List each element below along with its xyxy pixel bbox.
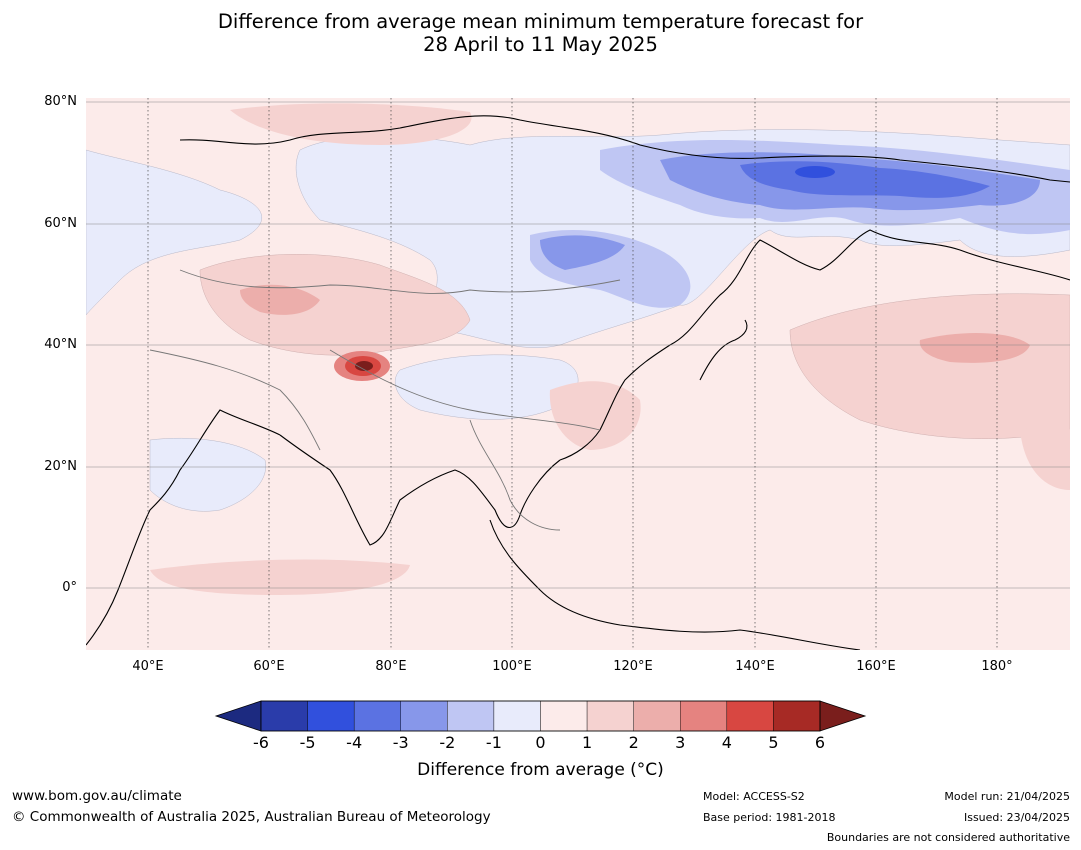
footer-issued: Issued: 23/04/2025 (963, 811, 1070, 824)
colorbar-tick-label: -5 (299, 733, 316, 752)
colorbar-tick-label: -3 (392, 733, 409, 752)
lon-label-60e: 60°E (253, 659, 285, 674)
colorbar-swatch (540, 700, 588, 732)
title-line-1: Difference from average mean minimum tem… (217, 10, 864, 33)
colorbar-tick-label: 0 (535, 733, 546, 752)
coastline-arctic (179, 115, 1070, 183)
border-middle-east (149, 349, 321, 451)
anomaly-region-north-pacific-core (919, 333, 1030, 363)
colorbar-swatch (726, 700, 774, 732)
colorbar-swatch (447, 700, 495, 732)
title-line-2: 28 April to 11 May 2025 (423, 33, 658, 56)
footer-disclaimer: Boundaries are not considered authoritat… (826, 831, 1070, 844)
colorbar-swatch (586, 700, 634, 732)
colorbar-tick-label: -2 (439, 733, 456, 752)
coastlines (86, 115, 1070, 650)
footer-model: Model: ACCESS-S2 (703, 790, 805, 803)
lon-label-40e: 40°E (132, 659, 164, 674)
colorbar-tick-label: 5 (768, 733, 779, 752)
anomaly-hotspot-inner (355, 361, 373, 371)
latitude-gridlines (86, 101, 1070, 589)
coastline-pacific (559, 229, 1070, 461)
colorbar-outline (260, 700, 821, 732)
border-southeast-asia (469, 419, 561, 531)
colorbar-tick-label: 4 (721, 733, 732, 752)
lat-label-0: 0° (62, 580, 77, 595)
anomaly-region-tibet (395, 354, 579, 420)
coastline-south-asia (279, 434, 561, 546)
colorbar-swatch (633, 700, 681, 732)
colorbar-tick-label: 1 (581, 733, 593, 752)
colorbar-extend-high (819, 700, 867, 732)
colorbar-tick-label: 2 (628, 733, 639, 752)
chart-title: Difference from average mean minimum tem… (0, 10, 1081, 56)
anomaly-region-north-arctic-warm (230, 103, 472, 145)
lon-label-80e: 80°E (375, 659, 407, 674)
colorbar-tick-label: 3 (675, 733, 686, 752)
lon-label-160e: 160°E (856, 659, 896, 674)
footer-copyright: © Commonwealth of Australia 2025, Austra… (12, 809, 491, 825)
longitude-gridlines (147, 98, 998, 650)
lat-label-80n: 80°N (44, 94, 77, 109)
anomaly-region-mongolia-strong (540, 235, 625, 270)
border-central-asia (179, 269, 621, 294)
colorbar-label: Difference from average (°C) (417, 760, 664, 780)
colorbar-swatch (260, 700, 308, 732)
footer-url[interactable]: www.bom.gov.au/climate (12, 788, 182, 804)
country-borders (149, 269, 621, 531)
colorbar-extend-low (214, 700, 262, 732)
colorbar-tick-label: -4 (346, 733, 363, 752)
colorbar-svg (214, 700, 867, 732)
anomaly-region-west-siberia (86, 149, 263, 316)
lat-label-20n: 20°N (44, 459, 77, 474)
colorbar-swatch (680, 700, 728, 732)
coastline-southeast-asia (489, 519, 861, 650)
lon-label-140e: 140°E (735, 659, 775, 674)
anomaly-region-central-asia-warm (199, 254, 471, 356)
coastline-arabia (86, 409, 281, 646)
colorbar-swatch (400, 700, 448, 732)
lon-label-180: 180° (981, 659, 1013, 674)
footer-base-period: Base period: 1981-2018 (703, 811, 836, 824)
anomaly-region-north-pacific-warm (789, 293, 1070, 439)
anomaly-region-east-china-warm (549, 381, 641, 450)
colorbar-swatch (493, 700, 541, 732)
colorbar-tick-label: -6 (253, 733, 269, 752)
lon-label-120e: 120°E (613, 659, 653, 674)
anomaly-region-east-siberia-cold (795, 166, 835, 178)
forecast-map (0, 90, 1081, 655)
colorbar-swatch (353, 700, 401, 732)
colorbar-tick-label: 6 (814, 733, 826, 752)
anomaly-region-arabia (149, 437, 267, 512)
colorbar-swatch (773, 700, 821, 732)
lon-label-100e: 100°E (492, 659, 532, 674)
colorbar-swatch (307, 700, 355, 732)
colorbar (0, 695, 1081, 739)
lat-label-60n: 60°N (44, 216, 77, 231)
colorbar-tick-label: -1 (485, 733, 502, 752)
lat-label-40n: 40°N (44, 337, 77, 352)
map-canvas (86, 98, 1070, 650)
anomaly-region-kazakhstan-warm (240, 284, 320, 315)
footer-model-run: Model run: 21/04/2025 (944, 790, 1070, 803)
anomaly-region-indian-ocean-warm (150, 559, 410, 595)
border-china-south (329, 349, 601, 431)
coastline-japan (699, 319, 748, 381)
anomaly-region-west-pacific-warm (1020, 424, 1070, 490)
